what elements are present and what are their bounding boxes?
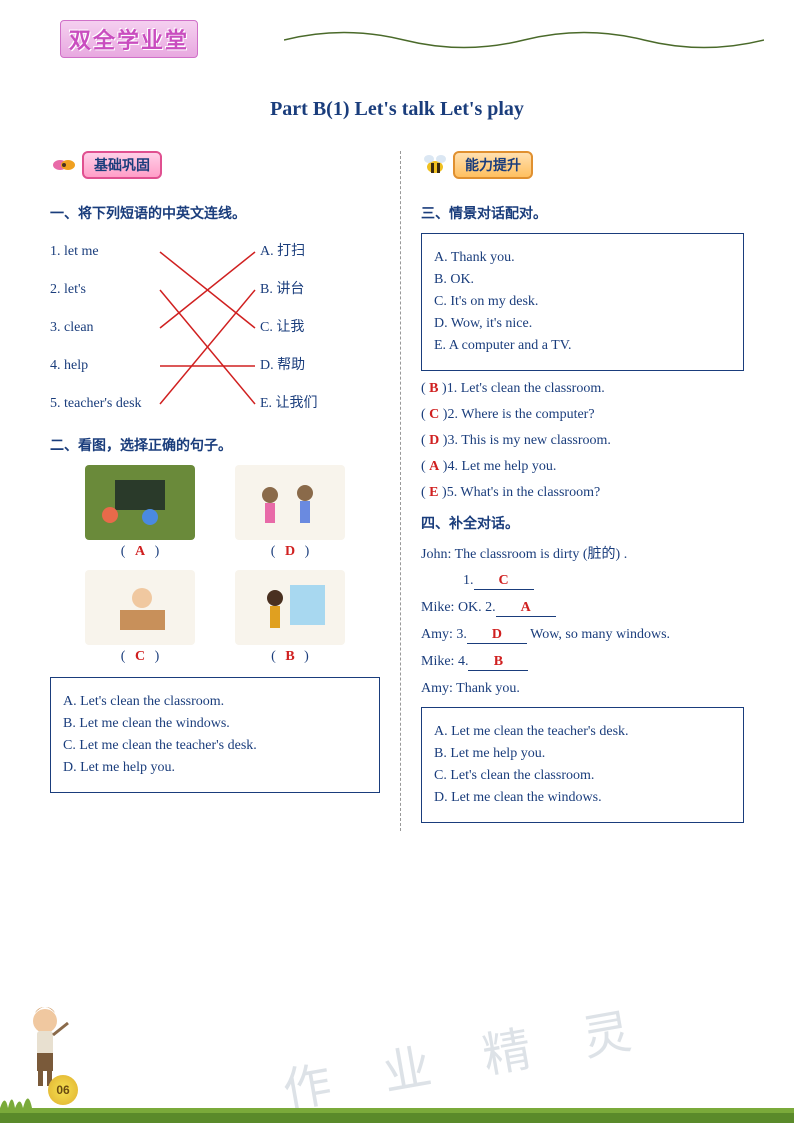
picture-placeholder bbox=[85, 570, 195, 645]
match-left-item: 5. teacher's desk bbox=[50, 385, 142, 423]
option-text: C. Let's clean the classroom. bbox=[434, 768, 731, 784]
match-right-item: A. 打扫 bbox=[260, 233, 318, 271]
right-section-badge: 能力提升 bbox=[421, 151, 533, 179]
page-header: 双全学业堂 bbox=[0, 0, 794, 58]
dialog-line: Amy: 3.D Wow, so many windows. bbox=[421, 627, 744, 644]
question-line: ( D )3. This is my new classroom. bbox=[421, 433, 744, 449]
question-line: ( C )2. Where is the computer? bbox=[421, 407, 744, 423]
option-text: B. Let me clean the windows. bbox=[63, 716, 367, 732]
picture-cell: ( C ) bbox=[85, 570, 195, 665]
content-area: 基础巩固 一、将下列短语的中英文连线。 1. let me 2. let's 3… bbox=[0, 151, 794, 831]
page-footer: 06 bbox=[0, 1043, 794, 1123]
bee-icon bbox=[421, 151, 449, 179]
option-text: C. Let me clean the teacher's desk. bbox=[63, 738, 367, 754]
picture-answer: ( D ) bbox=[235, 544, 345, 560]
option-text: A. Let me clean the teacher's desk. bbox=[434, 724, 731, 740]
picture-answer: ( B ) bbox=[235, 649, 345, 665]
picture-placeholder bbox=[235, 465, 345, 540]
picture-placeholder bbox=[85, 465, 195, 540]
picture-placeholder bbox=[235, 570, 345, 645]
picture-cell: ( D ) bbox=[235, 465, 345, 560]
left-section-badge: 基础巩固 bbox=[50, 151, 162, 179]
question-line: ( B )1. Let's clean the classroom. bbox=[421, 381, 744, 397]
option-text: A. Let's clean the classroom. bbox=[63, 694, 367, 710]
section2-options-box: A. Let's clean the classroom. B. Let me … bbox=[50, 677, 380, 793]
left-column: 基础巩固 一、将下列短语的中英文连线。 1. let me 2. let's 3… bbox=[50, 151, 380, 831]
match-left-item: 3. clean bbox=[50, 309, 142, 347]
section1-title: 一、将下列短语的中英文连线。 bbox=[50, 203, 380, 223]
right-badge-label: 能力提升 bbox=[453, 151, 533, 179]
match-right-item: B. 讲台 bbox=[260, 271, 318, 309]
picture-cell: ( A ) bbox=[85, 465, 195, 560]
option-text: D. Wow, it's nice. bbox=[434, 316, 731, 332]
dialog-block: John: The classroom is dirty (脏的) . 1.C … bbox=[421, 543, 744, 697]
option-text: D. Let me clean the windows. bbox=[434, 790, 731, 806]
match-left-item: 1. let me bbox=[50, 233, 142, 271]
match-right-item: E. 让我们 bbox=[260, 385, 318, 423]
dialog-line: Amy: Thank you. bbox=[421, 681, 744, 697]
page-number: 06 bbox=[48, 1075, 78, 1105]
option-text: C. It's on my desk. bbox=[434, 294, 731, 310]
question-line: ( E )5. What's in the classroom? bbox=[421, 485, 744, 501]
option-text: B. Let me help you. bbox=[434, 746, 731, 762]
picture-grid: ( A ) ( D ) ( C ) ( B ) bbox=[50, 465, 380, 665]
option-text: E. A computer and a TV. bbox=[434, 338, 731, 354]
section3-questions: ( B )1. Let's clean the classroom. ( C )… bbox=[421, 381, 744, 501]
dialog-line: Mike: 4.B bbox=[421, 654, 744, 671]
dialog-line: Mike: OK. 2.A bbox=[421, 600, 744, 617]
match-left-item: 4. help bbox=[50, 347, 142, 385]
column-divider bbox=[400, 151, 401, 831]
question-line: ( A )4. Let me help you. bbox=[421, 459, 744, 475]
butterfly-icon bbox=[50, 151, 78, 179]
match-left-item: 2. let's bbox=[50, 271, 142, 309]
picture-answer: ( A ) bbox=[85, 544, 195, 560]
section3-title: 三、情景对话配对。 bbox=[421, 203, 744, 223]
matching-exercise: 1. let me 2. let's 3. clean 4. help 5. t… bbox=[50, 233, 380, 423]
section3-options-box: A. Thank you. B. OK. C. It's on my desk.… bbox=[421, 233, 744, 371]
option-text: D. Let me help you. bbox=[63, 760, 367, 776]
section2-title: 二、看图，选择正确的句子。 bbox=[50, 435, 380, 455]
section4-title: 四、补全对话。 bbox=[421, 513, 744, 533]
dialog-line: 1.C bbox=[421, 573, 744, 590]
section4-options-box: A. Let me clean the teacher's desk. B. L… bbox=[421, 707, 744, 823]
header-wave-decoration bbox=[284, 30, 764, 50]
match-right-item: C. 让我 bbox=[260, 309, 318, 347]
grass-decoration bbox=[0, 1083, 794, 1123]
match-right-item: D. 帮助 bbox=[260, 347, 318, 385]
lesson-title: Part B(1) Let's talk Let's play bbox=[0, 98, 794, 121]
right-column: 能力提升 三、情景对话配对。 A. Thank you. B. OK. C. I… bbox=[421, 151, 744, 831]
option-text: B. OK. bbox=[434, 272, 731, 288]
brand-title: 双全学业堂 bbox=[60, 20, 198, 58]
dialog-line: John: The classroom is dirty (脏的) . bbox=[421, 543, 744, 563]
picture-cell: ( B ) bbox=[235, 570, 345, 665]
left-badge-label: 基础巩固 bbox=[82, 151, 162, 179]
picture-answer: ( C ) bbox=[85, 649, 195, 665]
option-text: A. Thank you. bbox=[434, 250, 731, 266]
